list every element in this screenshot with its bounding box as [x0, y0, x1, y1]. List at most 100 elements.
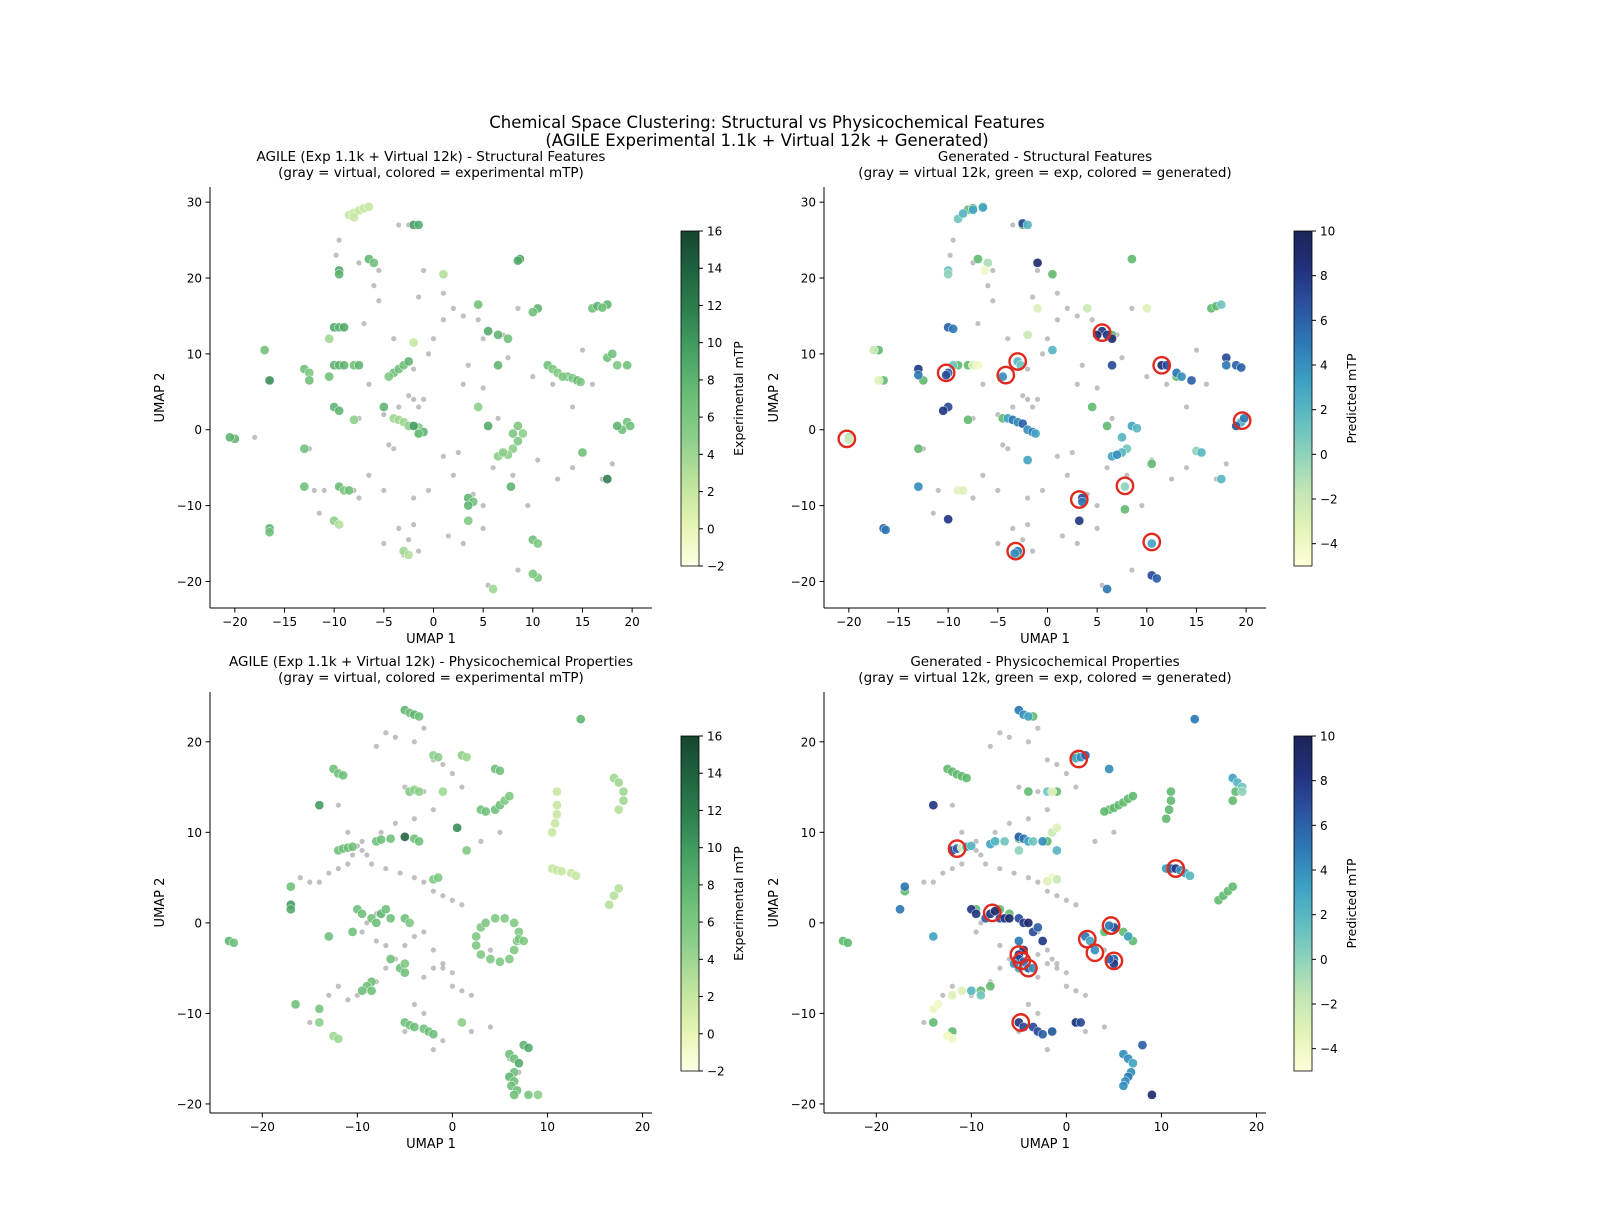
virtual-point: [1034, 267, 1041, 274]
virtual-point: [1089, 317, 1095, 323]
experimental-point: [339, 322, 349, 333]
x-axis-label: UMAP 1: [406, 632, 456, 647]
experimental-point: [609, 890, 619, 901]
virtual-point: [1025, 396, 1031, 402]
virtual-point: [381, 487, 387, 494]
virtual-point: [440, 761, 446, 768]
virtual-point: [349, 852, 356, 858]
experimental-point: [518, 428, 528, 439]
virtual-point: [359, 929, 365, 935]
experimental-point: [613, 777, 624, 788]
virtual-point: [421, 929, 427, 935]
experimental-point: [508, 428, 518, 439]
y-axis-label: UMAP 2: [767, 373, 782, 423]
experimental-point: [324, 371, 335, 382]
highlight-ring: [1006, 541, 1026, 561]
virtual-point: [335, 802, 341, 808]
virtual-point: [555, 476, 561, 482]
highlight-ring: [1166, 859, 1186, 878]
virtual-point: [530, 374, 536, 380]
experimental-point: [461, 845, 472, 856]
experimental-point: [607, 349, 618, 359]
virtual-point: [326, 992, 332, 998]
experimental-point: [457, 1017, 467, 1028]
x-tick-label: −15: [886, 615, 911, 629]
generated-point: [1189, 714, 1200, 725]
experimental-point: [380, 904, 391, 915]
virtual-point: [949, 802, 955, 808]
experimental-point: [602, 474, 613, 484]
x-tick-label: 15: [1189, 615, 1204, 629]
experimental-point: [408, 337, 419, 348]
experimental-point: [409, 1022, 420, 1032]
virtual-point: [449, 970, 455, 976]
virtual-point: [487, 947, 494, 953]
virtual-point: [1063, 970, 1069, 976]
experimental-point: [480, 806, 491, 817]
experimental-point: [552, 800, 562, 811]
virtual-point: [1183, 404, 1190, 410]
experimental-point: [413, 428, 424, 439]
experimental-point: [552, 786, 562, 797]
colorbar: [680, 230, 700, 567]
experimental-point: [504, 954, 515, 964]
generated-point: [1047, 345, 1058, 355]
scatter-points: [838, 705, 1248, 1100]
virtual-point: [1034, 396, 1041, 402]
virtual-point: [1063, 983, 1069, 989]
virtual-point: [1101, 1024, 1108, 1030]
colorbar-tick-label: 6: [707, 916, 715, 930]
experimental-point: [471, 931, 482, 942]
scatter-points: [224, 705, 629, 1100]
virtual-point: [1044, 888, 1050, 894]
virtual-point: [1029, 548, 1036, 554]
experimental-point: [461, 752, 472, 763]
experimental-point: [473, 402, 484, 412]
virtual-point: [980, 472, 986, 478]
experimental-point: [299, 481, 310, 492]
experimental-point: [285, 904, 296, 915]
experimental-point: [333, 1033, 344, 1044]
virtual-point: [505, 355, 511, 361]
generated-point: [1075, 1017, 1086, 1028]
virtual-point: [450, 472, 456, 478]
generated-point: [1147, 1090, 1157, 1100]
experimental-point: [550, 818, 560, 829]
experimental-point: [299, 443, 310, 454]
generated-point: [1047, 786, 1057, 797]
generated-point: [1216, 474, 1227, 484]
virtual-point: [1073, 902, 1079, 908]
experimental-point: [571, 870, 581, 881]
experimental-point: [385, 833, 396, 844]
virtual-point: [497, 829, 503, 835]
virtual-point: [415, 404, 422, 410]
virtual-point: [1054, 290, 1061, 296]
virtual-point: [449, 983, 455, 989]
virtual-point: [490, 465, 496, 471]
virtual-point: [326, 870, 332, 876]
x-tick-label: −10: [321, 615, 346, 629]
virtual-point: [1010, 404, 1016, 410]
virtual-point: [975, 320, 981, 327]
virtual-point: [425, 487, 432, 494]
panel-title-line1: AGILE (Exp 1.1k + Virtual 12k) - Structu…: [257, 149, 606, 165]
generated-point: [1104, 764, 1115, 774]
highlight-ring: [1008, 352, 1028, 371]
virtual-point: [411, 739, 417, 745]
virtual-point: [459, 784, 465, 790]
virtual-point: [1064, 305, 1070, 311]
x-tick-label: 20: [635, 1120, 650, 1134]
generated-point: [1117, 432, 1127, 443]
y-tick-label: −20: [791, 1097, 816, 1111]
virtual-point: [930, 879, 936, 885]
virtual-point: [930, 510, 936, 516]
virtual-point: [987, 743, 993, 749]
generated-point: [1123, 931, 1134, 942]
virtual-point: [411, 933, 417, 940]
generated-point: [1022, 455, 1033, 465]
y-tick-label: 10: [187, 826, 202, 840]
experimental-point: [259, 345, 270, 355]
experimental-point: [1128, 791, 1138, 801]
virtual-point: [480, 336, 486, 342]
experimental-point: [483, 326, 493, 336]
